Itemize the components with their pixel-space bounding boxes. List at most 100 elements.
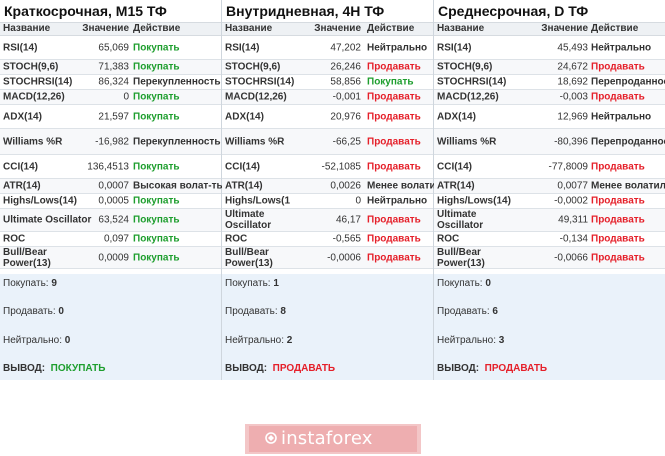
indicator-name: Williams %R [437,136,497,147]
indicator-value: -77,8009 [548,161,588,172]
indicator-name: STOCH(9,6) [437,61,493,73]
verdict-label: ВЫВОД: [225,363,268,374]
indicator-value: -52,1085 [321,161,361,172]
table-row-highs-lows: Highs/Lows(1 0 Нейтрально [222,194,433,209]
indicator-action: Продавать [591,214,645,226]
verdict-label: ВЫВОД: [437,363,480,374]
table-row-cci: CCI(14) 136,4513 Покупать [0,155,221,179]
indicator-value: 0,097 [103,233,129,245]
header-action: Действие [133,23,181,34]
table-row-roc: ROC -0,134 Продавать [434,232,665,247]
summary-sell-count: 0 [58,306,64,317]
indicator-action: Покупать [133,195,180,207]
indicator-action: Покупать [133,214,180,226]
header-name: Название [3,23,51,34]
indicator-name: Bull/Bear Power(13) [437,246,485,269]
header-value: Значение [82,23,129,34]
indicator-name: Highs/Lows(1 [225,195,291,207]
indicator-value: 20,976 [330,111,361,122]
indicator-value: -0,0066 [554,252,588,263]
summary-neutral-label: Нейтрально: [437,335,496,346]
panel-short-term: Краткосрочная, M15 ТФ Название Значение … [0,0,223,380]
indicator-action: Продавать [591,91,645,103]
table-row-stoch: STOCH(9,6) 26,246 Продавать [222,60,433,75]
summary-box: Покупать: 0 Продавать: 6 Нейтрально: 3 В… [434,274,665,380]
table-row-ultimate: Ultimate Oscillator 63,524 Покупать [0,209,221,232]
indicator-action: Нейтрально [591,111,652,122]
verdict-value: ПРОДАВАТЬ [484,363,548,374]
table-row-adx: ADX(14) 12,969 Нейтрально [434,105,665,129]
indicator-name: Bull/Bear Power(13) [3,246,51,269]
header-name: Название [225,23,273,34]
table-row-macd: MACD(12,26) -0,003 Продавать [434,90,665,105]
indicator-name: Bull/Bear Power(13) [225,246,273,269]
indicator-value: -80,396 [554,136,588,147]
table-row-rsi: RSI(14) 45,493 Нейтрально [434,36,665,60]
indicator-action: Продавать [367,161,421,172]
indicator-name: ADX(14) [437,111,476,122]
table-row-highs-lows: Highs/Lows(14) 0,0005 Покупать [0,194,221,209]
indicator-value: 63,524 [98,214,129,226]
table-row-macd: MACD(12,26) -0,001 Продавать [222,90,433,105]
summary-sell: Продавать: 6 [437,306,498,317]
indicator-action: Покупать [133,161,180,172]
indicator-action: Нейтрально [591,42,652,53]
table-row-roc: ROC 0,097 Покупать [0,232,221,247]
logo-inner [249,426,417,452]
summary-buy: Покупать: 0 [437,278,491,289]
summary-sell-label: Продавать: [225,306,278,317]
indicator-name: MACD(12,26) [225,91,287,103]
panel-intraday: Внутридневная, 4H ТФ Название Значение Д… [222,0,454,380]
indicator-name: Ultimate Oscillator [3,214,92,226]
indicator-value: 0,0026 [330,180,361,192]
indicator-value: 0 [355,195,361,207]
indicator-name: Williams %R [3,136,63,147]
indicator-action: Покупать [133,91,180,103]
table-row-stochrsi: STOCHRSI(14) 86,324 Перекупленность [0,75,221,90]
indicator-action: Продавать [591,233,645,245]
indicator-action: Покупать [133,111,180,122]
indicator-action: Продавать [591,161,645,172]
indicator-value: -66,25 [332,136,361,147]
summary-sell-label: Продавать: [437,306,490,317]
indicator-name: Ultimate Oscillator [437,209,484,231]
indicator-value: 47,202 [330,42,361,53]
table-row-cci: CCI(14) -52,1085 Продавать [222,155,433,179]
indicator-name: ATR(14) [3,180,41,192]
table-row-highs-lows: Highs/Lows(14) -0,0002 Продавать [434,194,665,209]
header-value: Значение [541,23,588,34]
header-action: Действие [591,23,639,34]
indicator-name: ROC [225,233,248,245]
indicator-value: -16,982 [95,136,129,147]
indicator-action: Покупать [367,76,414,88]
indicator-value: 24,672 [557,61,588,73]
summary-buy: Покупать: 9 [3,278,57,289]
indicator-action: Перепроданность [591,136,665,147]
verdict-label: ВЫВОД: [3,363,46,374]
table-row-cci: CCI(14) -77,8009 Продавать [434,155,665,179]
indicator-action: Нейтрально [367,195,428,207]
indicator-action: Покупать [133,233,180,245]
summary-neutral-count: 2 [286,335,293,346]
table-header: Название Значение Действие [434,22,665,36]
indicator-action: Продавать [367,252,421,263]
indicator-value: -0,134 [559,233,588,245]
table-row-atr: ATR(14) 0,0007 Высокая волат-ть [0,179,223,194]
table-row-stoch: STOCH(9,6) 71,383 Покупать [0,60,221,75]
indicator-name: STOCHRSI(14) [3,76,73,88]
logo-mark-icon [265,432,277,444]
indicator-name: ADX(14) [225,111,264,122]
indicator-value: 0,0077 [557,180,588,192]
table-row-williams: Williams %R -80,396 Перепроданность [434,129,665,155]
table-row-bull-bear: Bull/Bear Power(13) -0,0006 Продавать [222,247,433,269]
indicator-action: Продавать [591,195,645,207]
indicator-action: Продавать [367,61,421,73]
summary-buy-count: 1 [273,278,279,289]
indicator-action: Продавать [591,61,645,73]
table-row-macd: MACD(12,26) 0 Покупать [0,90,221,105]
indicator-name: Highs/Lows(14) [3,195,77,207]
indicator-value: 0,0007 [98,180,129,192]
summary-box: Покупать: 9 Продавать: 0 Нейтрально: 0 В… [0,274,221,380]
indicator-action: Покупать [133,252,180,263]
indicator-value: -0,0006 [327,252,361,263]
